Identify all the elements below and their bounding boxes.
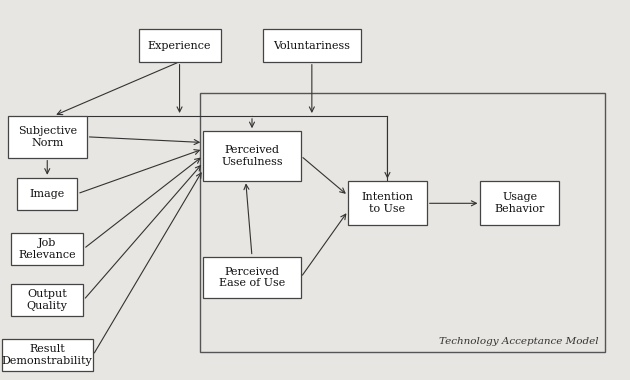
Text: Image: Image	[30, 189, 65, 199]
Text: Subjective
Norm: Subjective Norm	[18, 126, 77, 147]
FancyBboxPatch shape	[348, 181, 427, 225]
FancyBboxPatch shape	[18, 178, 77, 210]
FancyBboxPatch shape	[2, 339, 93, 372]
FancyBboxPatch shape	[203, 131, 301, 180]
Text: Perceived
Usefulness: Perceived Usefulness	[221, 145, 283, 166]
FancyBboxPatch shape	[263, 30, 360, 62]
Text: Experience: Experience	[148, 41, 211, 51]
Text: Technology Acceptance Model: Technology Acceptance Model	[439, 337, 598, 346]
Text: Result
Demonstrability: Result Demonstrability	[2, 345, 93, 366]
Text: Output
Quality: Output Quality	[27, 290, 67, 311]
Text: Voluntariness: Voluntariness	[273, 41, 350, 51]
FancyBboxPatch shape	[11, 233, 83, 265]
FancyBboxPatch shape	[8, 116, 87, 158]
FancyBboxPatch shape	[11, 284, 83, 316]
Text: Perceived
Ease of Use: Perceived Ease of Use	[219, 267, 285, 288]
FancyBboxPatch shape	[139, 30, 220, 62]
FancyBboxPatch shape	[203, 256, 301, 298]
Text: Intention
to Use: Intention to Use	[362, 193, 413, 214]
Text: Usage
Behavior: Usage Behavior	[495, 193, 545, 214]
Text: Job
Relevance: Job Relevance	[18, 238, 76, 260]
FancyBboxPatch shape	[480, 181, 559, 225]
